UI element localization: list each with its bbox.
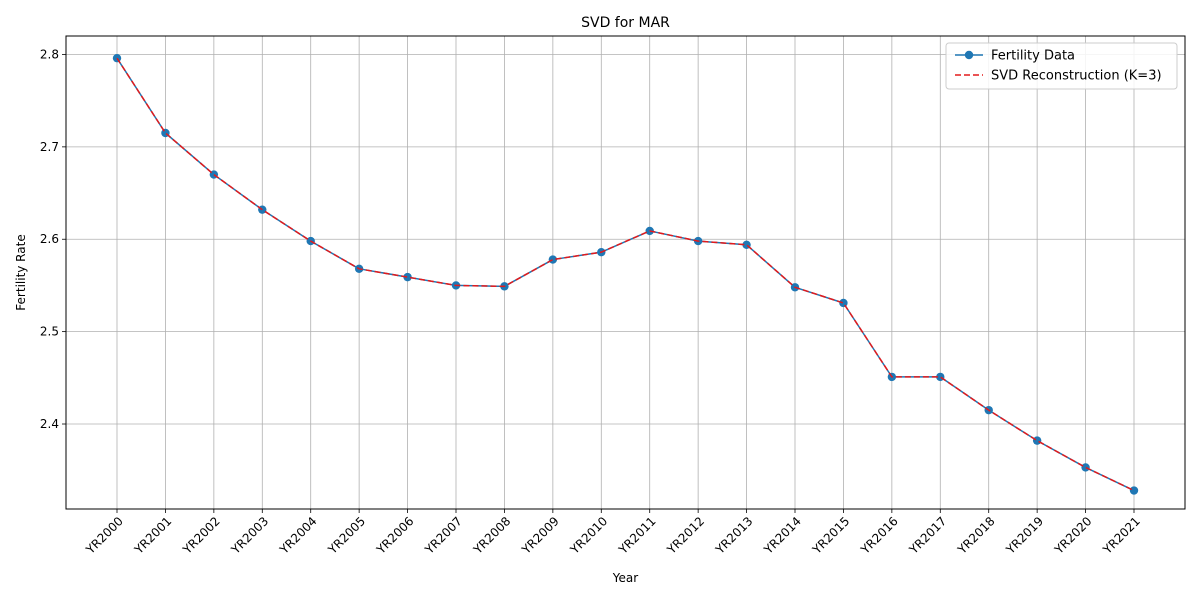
data-point-marker [1129,486,1139,495]
legend-box [945,42,1178,90]
series-line-svd-reconstruction [116,57,1135,492]
x-axis-label: Year [612,571,638,585]
legend-label: SVD Reconstruction (K=3) [991,69,1162,84]
y-tick-label: 2.5 [40,325,59,339]
legend: Fertility Data SVD Reconstruction (K=3) [945,42,1178,90]
chart-title: SVD for MAR [581,15,670,31]
data-point-marker [839,298,848,308]
data-point-marker [1032,436,1042,445]
series-layer [112,53,1139,495]
y-tick-label: 2.7 [40,140,59,154]
grid-layer [66,36,1185,509]
y-tick-label: 2.4 [40,417,59,431]
data-point-marker [403,272,412,282]
y-axis-label: Fertility Rate [14,234,28,310]
y-tick-label: 2.6 [40,232,59,246]
legend-label: Fertility Data [991,49,1075,64]
data-point-marker [1081,463,1090,472]
legend-entries: Fertility Data SVD Reconstruction (K=3) [955,49,1162,84]
y-tick-label: 2.8 [40,47,59,61]
data-point-marker [548,255,558,264]
legend-swatch-marker [964,50,974,60]
plot-area-frame [65,35,1186,510]
